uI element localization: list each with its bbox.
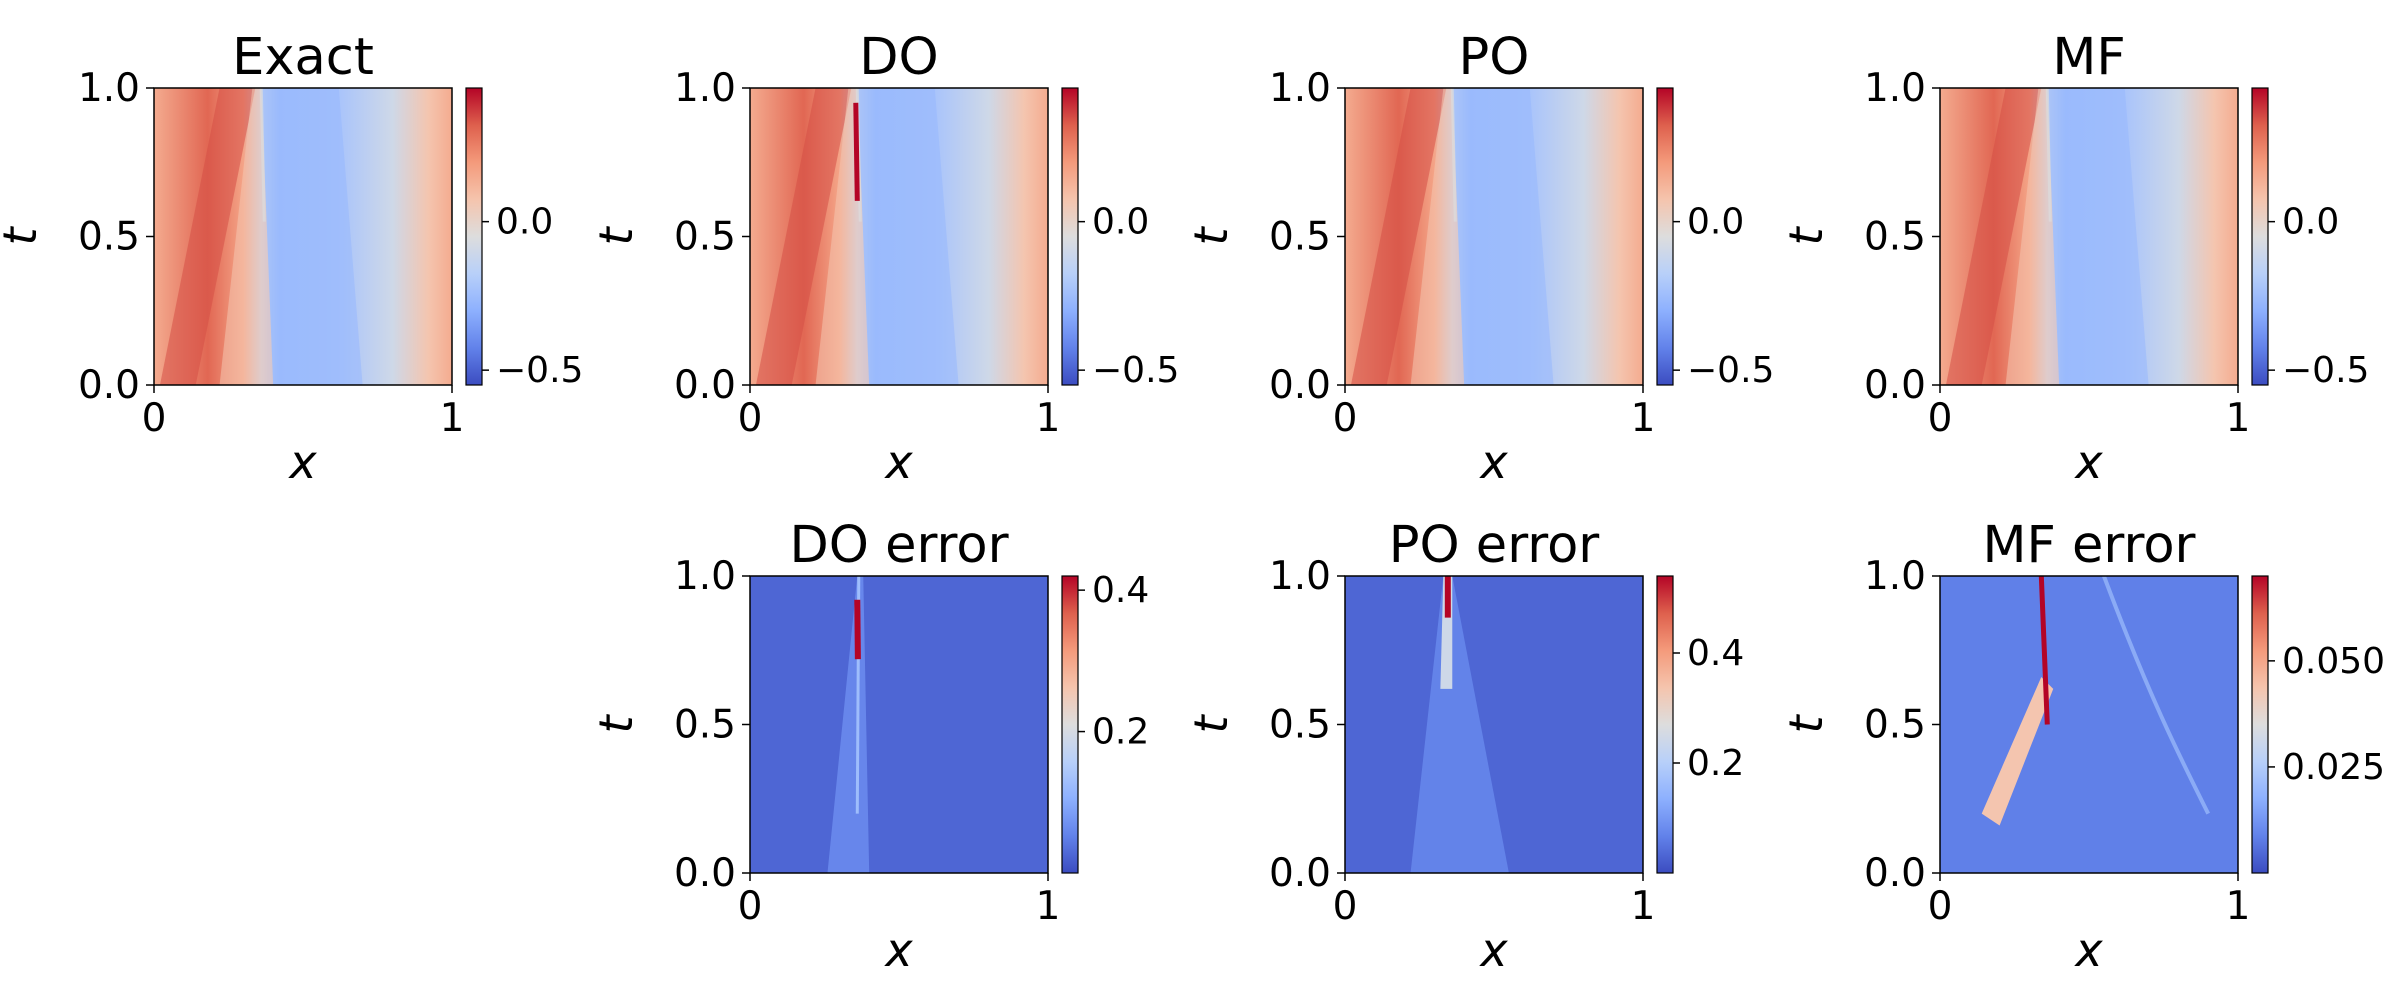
y-tick-label: 0.0 [1269, 363, 1331, 408]
panel-mf: MF 0.0 0.5 1.0 0 1 x t 0.0 −0.5 [1779, 28, 2369, 489]
x-tick-label: 0 [738, 396, 763, 441]
x-tick-label: 1 [440, 396, 465, 441]
colorbar-gradient [1061, 575, 1079, 874]
x-tick-label: 1 [2226, 884, 2251, 929]
colorbar-tick-label: 0.0 [2282, 202, 2339, 243]
panel-mf-error: MF error 0.0 0.5 1.0 0 1 x t 0.050 0.025 [1779, 516, 2385, 977]
y-tick-label: 0.5 [78, 215, 140, 260]
colorbar-tick-label: 0.050 [2282, 641, 2385, 682]
heatmap-field [750, 88, 1048, 385]
y-axis-label: t [0, 226, 47, 246]
y-tick-label: 1.0 [1864, 554, 1926, 599]
colorbar: 0.4 0.2 [1061, 570, 1149, 874]
x-tick-label: 0 [1928, 884, 1953, 929]
y-tick-label: 0.5 [1864, 215, 1926, 260]
panel-title: PO [1459, 28, 1530, 87]
x-axis-label: x [883, 923, 913, 977]
y-axis-label: t [1779, 714, 1833, 734]
y-tick-label: 1.0 [674, 66, 736, 111]
y-tick-label: 1.0 [674, 554, 736, 599]
x-axis-label: x [1478, 435, 1508, 489]
panel-title: PO error [1389, 516, 1600, 575]
colorbar: 0.0 −0.5 [1656, 87, 1774, 391]
colorbar-tick-label: −0.5 [496, 350, 583, 391]
x-tick-label: 0 [142, 396, 167, 441]
colorbar: 0.0 −0.5 [465, 87, 583, 391]
colorbar-gradient [2251, 87, 2269, 386]
y-tick-label: 1.0 [1269, 554, 1331, 599]
colorbar-tick-label: 0.4 [1687, 633, 1744, 674]
colorbar-tick-label: −0.5 [1092, 350, 1179, 391]
x-tick-label: 1 [1631, 884, 1656, 929]
colorbar-tick-label: 0.4 [1092, 570, 1149, 611]
y-tick-label: 0.0 [1864, 851, 1926, 896]
colorbar-tick-label: −0.5 [2282, 350, 2369, 391]
y-tick-label: 0.5 [1864, 703, 1926, 748]
x-tick-label: 0 [1928, 396, 1953, 441]
y-tick-label: 0.0 [78, 363, 140, 408]
y-axis-label: t [1779, 226, 1833, 246]
colorbar-tick-label: 0.0 [1092, 202, 1149, 243]
colorbar-tick-label: 0.025 [2282, 747, 2385, 788]
panel-exact: Exact 0.0 0.5 1.0 0 1 x t 0.0 −0.5 [0, 28, 583, 489]
colorbar-gradient [1656, 87, 1674, 386]
colorbar-gradient [465, 87, 483, 386]
x-tick-label: 1 [1036, 396, 1061, 441]
x-tick-label: 0 [738, 884, 763, 929]
panel-title: DO error [789, 516, 1008, 575]
panel-title: DO [859, 28, 938, 87]
x-tick-label: 1 [1631, 396, 1656, 441]
heatmap-field [1345, 88, 1643, 385]
panel-po-error: PO error 0.0 0.5 1.0 0 1 x t 0.4 0.2 [1184, 516, 1744, 977]
y-tick-label: 1.0 [78, 66, 140, 111]
panel-title: MF error [1982, 516, 2195, 575]
heatmap-field [750, 576, 1048, 873]
colorbar: 0.4 0.2 [1656, 575, 1744, 874]
panel-title: Exact [232, 28, 374, 87]
x-axis-label: x [2073, 923, 2103, 977]
colorbar-gradient [1656, 575, 1674, 874]
y-tick-label: 0.5 [1269, 703, 1331, 748]
x-axis-label: x [287, 435, 317, 489]
y-tick-label: 0.0 [674, 851, 736, 896]
y-axis-label: t [1184, 226, 1238, 246]
heatmap-field [1345, 576, 1643, 873]
panel-do: DO 0.0 0.5 1.0 0 1 x t 0.0 −0.5 [589, 28, 1179, 489]
colorbar-gradient [1061, 87, 1079, 386]
colorbar-tick-label: −0.5 [1687, 350, 1774, 391]
y-tick-label: 0.5 [1269, 215, 1331, 260]
x-axis-label: x [1478, 923, 1508, 977]
y-axis-label: t [589, 226, 643, 246]
x-tick-label: 0 [1333, 884, 1358, 929]
x-tick-label: 1 [2226, 396, 2251, 441]
y-tick-label: 0.5 [674, 215, 736, 260]
colorbar-tick-label: 0.0 [496, 202, 553, 243]
y-tick-label: 0.0 [1864, 363, 1926, 408]
x-tick-label: 0 [1333, 396, 1358, 441]
x-axis-label: x [2073, 435, 2103, 489]
colorbar: 0.050 0.025 [2251, 575, 2385, 874]
heatmap-field [1940, 576, 2238, 873]
panel-do-error: DO error 0.0 0.5 1.0 0 1 x t 0.4 0.2 [589, 516, 1149, 977]
y-tick-label: 0.0 [1269, 851, 1331, 896]
x-tick-label: 1 [1036, 884, 1061, 929]
colorbar: 0.0 −0.5 [2251, 87, 2369, 391]
colorbar: 0.0 −0.5 [1061, 87, 1179, 391]
y-axis-label: t [589, 714, 643, 734]
colorbar-tick-label: 0.2 [1092, 712, 1149, 753]
colorbar-tick-label: 0.2 [1687, 743, 1744, 784]
y-tick-label: 1.0 [1269, 66, 1331, 111]
y-tick-label: 0.0 [674, 363, 736, 408]
panel-po: PO 0.0 0.5 1.0 0 1 x t 0.0 −0.5 [1184, 28, 1774, 489]
y-tick-label: 0.5 [674, 703, 736, 748]
y-axis-label: t [1184, 714, 1238, 734]
colorbar-tick-label: 0.0 [1687, 202, 1744, 243]
colorbar-gradient [2251, 575, 2269, 874]
y-tick-label: 1.0 [1864, 66, 1926, 111]
heatmap-field [154, 88, 452, 385]
panel-title: MF [2052, 28, 2125, 87]
x-axis-label: x [883, 435, 913, 489]
heatmap-field [1940, 88, 2238, 385]
